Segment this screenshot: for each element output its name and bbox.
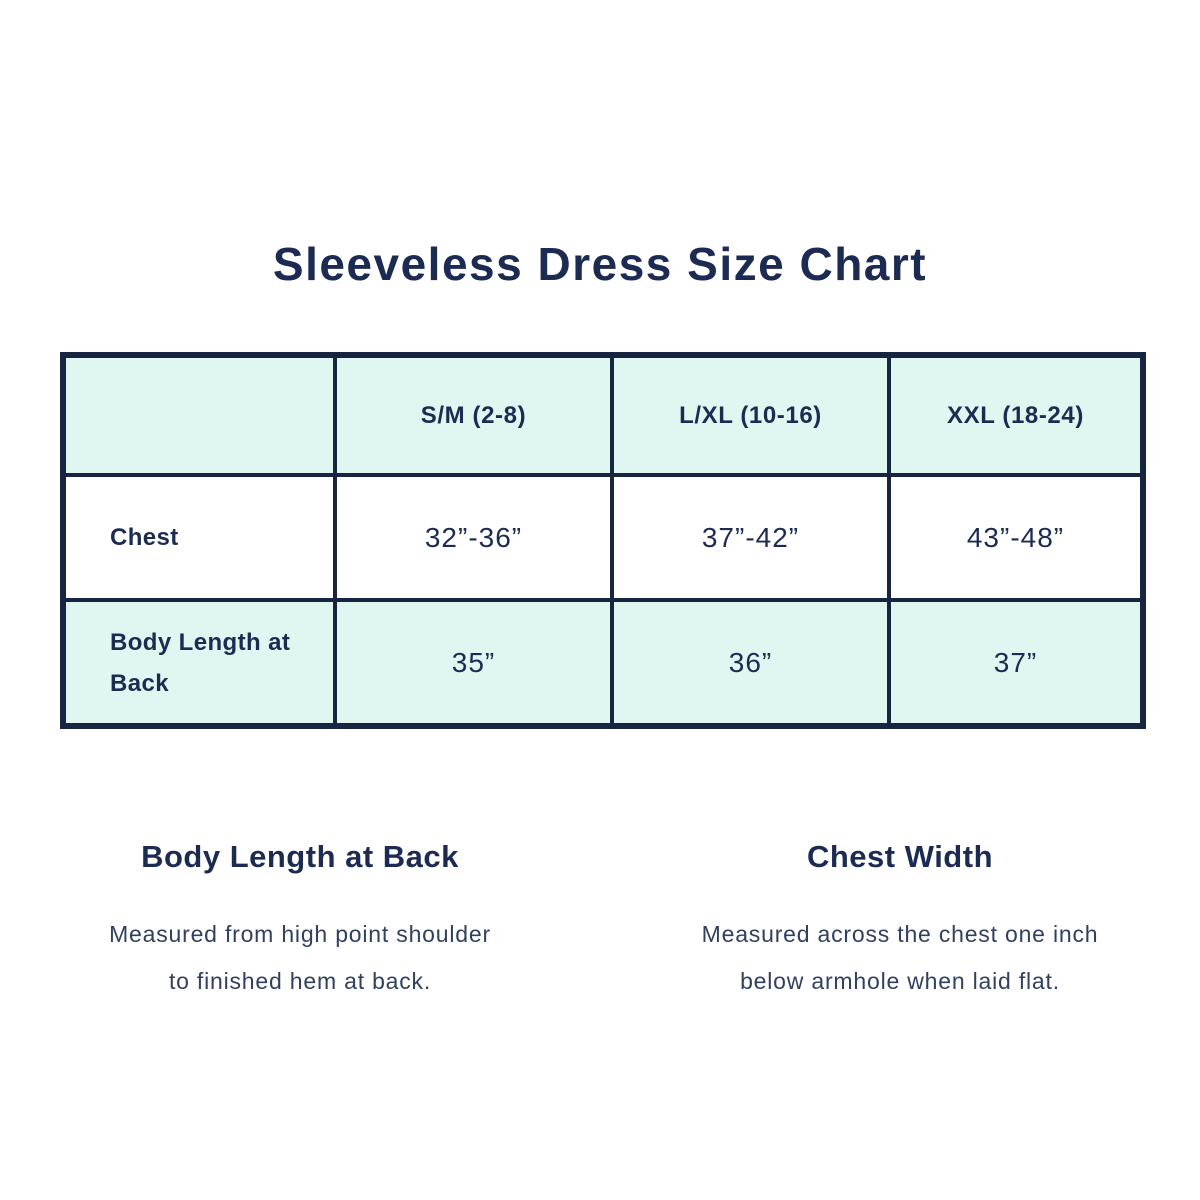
note-chest-width-line1: Measured across the chest one inch bbox=[701, 921, 1099, 947]
note-chest-width-line2: below armhole when laid flat. bbox=[740, 968, 1060, 994]
note-body-length: Body Length at Back Measured from high p… bbox=[0, 839, 600, 1005]
note-chest-width-heading: Chest Width bbox=[806, 839, 994, 874]
note-chest-width: Chest Width Measured across the chest on… bbox=[600, 839, 1200, 1005]
chest-value-sm: 32”-36” bbox=[333, 473, 614, 602]
body-length-value-xxl: 37” bbox=[887, 598, 1145, 728]
table-header-row: S/M (2-8) L/XL (10-16) XXL (18-24) bbox=[61, 353, 1145, 477]
page-title: Sleeveless Dress Size Chart bbox=[272, 237, 928, 290]
column-header-xxl: XXL (18-24) bbox=[887, 353, 1145, 477]
note-body-length-description: Measured from high point shoulder to fin… bbox=[0, 911, 600, 1005]
note-body-length-line2: to finished hem at back. bbox=[168, 968, 432, 994]
note-body-length-heading: Body Length at Back bbox=[141, 839, 459, 874]
column-header-lxl: L/XL (10-16) bbox=[610, 353, 891, 477]
row-label-body-length: Body Length at Back bbox=[61, 598, 337, 728]
chest-value-lxl: 37”-42” bbox=[610, 473, 891, 602]
chest-value-xxl: 43”-48” bbox=[887, 473, 1145, 602]
column-header-sm: S/M (2-8) bbox=[333, 353, 614, 477]
corner-cell bbox=[61, 353, 337, 477]
table-row-chest: Chest 32”-36” 37”-42” 43”-48” bbox=[61, 473, 1145, 602]
size-chart-table: S/M (2-8) L/XL (10-16) XXL (18-24) Chest… bbox=[60, 352, 1146, 729]
row-label-chest: Chest bbox=[61, 473, 337, 602]
measurement-notes: Body Length at Back Measured from high p… bbox=[0, 839, 1200, 1005]
note-body-length-line1: Measured from high point shoulder bbox=[109, 921, 491, 947]
table-row-body-length: Body Length at Back 35” 36” 37” bbox=[61, 598, 1145, 728]
body-length-value-lxl: 36” bbox=[610, 598, 891, 728]
body-length-value-sm: 35” bbox=[333, 598, 614, 728]
note-chest-width-description: Measured across the chest one inch below… bbox=[600, 911, 1200, 1005]
